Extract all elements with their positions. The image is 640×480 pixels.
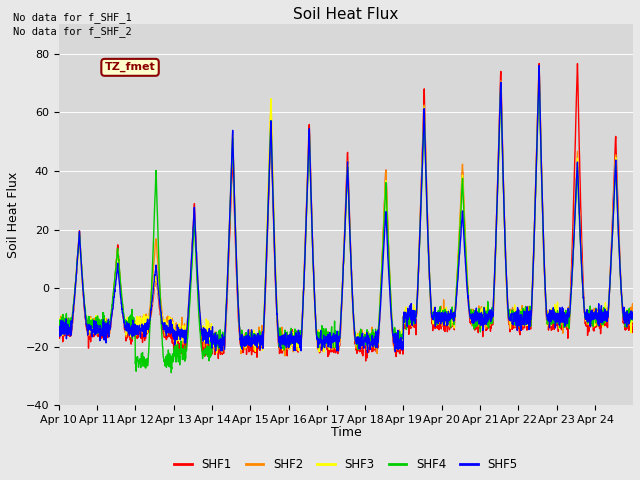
Text: TZ_fmet: TZ_fmet <box>105 62 156 72</box>
Title: Soil Heat Flux: Soil Heat Flux <box>293 7 399 22</box>
Y-axis label: Soil Heat Flux: Soil Heat Flux <box>7 172 20 258</box>
Text: No data for f_SHF_1: No data for f_SHF_1 <box>13 12 132 23</box>
Legend: SHF1, SHF2, SHF3, SHF4, SHF5: SHF1, SHF2, SHF3, SHF4, SHF5 <box>170 453 522 476</box>
Text: No data for f_SHF_2: No data for f_SHF_2 <box>13 26 132 37</box>
X-axis label: Time: Time <box>330 426 361 440</box>
